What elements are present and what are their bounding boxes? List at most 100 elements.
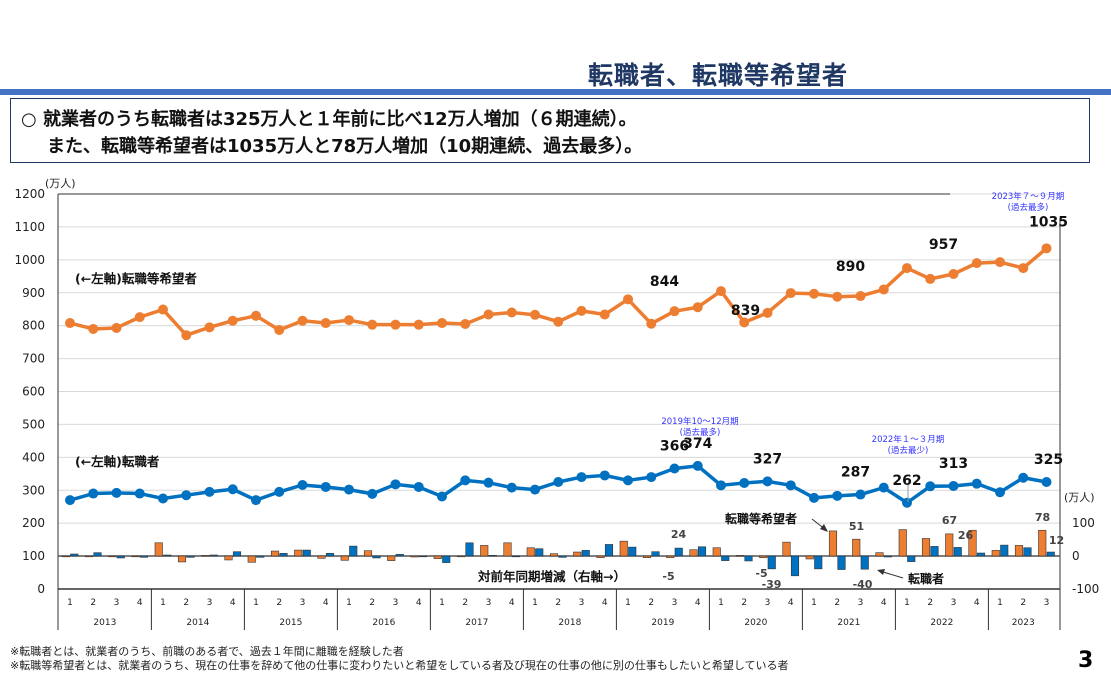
bar-changers-diff bbox=[93, 552, 102, 557]
bar-changers-diff bbox=[325, 553, 335, 557]
quarter-tick-label: 3 bbox=[393, 598, 399, 608]
changers-data-label: 327 bbox=[753, 451, 782, 467]
year-tick-label: 2017 bbox=[465, 618, 488, 628]
changers-point bbox=[809, 492, 819, 503]
quarter-tick-label: 1 bbox=[253, 598, 259, 608]
bar-desired-diff bbox=[387, 555, 396, 561]
bar-desired-diff bbox=[294, 549, 303, 557]
right-tick-label: 100 bbox=[1072, 516, 1095, 530]
bar-desired-diff bbox=[689, 549, 698, 557]
changers-point bbox=[1018, 472, 1029, 483]
desired-point bbox=[367, 319, 378, 330]
desired-point bbox=[716, 286, 726, 297]
quarter-tick-label: 2 bbox=[90, 598, 96, 608]
bar-changers-diff bbox=[976, 552, 986, 557]
bar-desired-diff bbox=[317, 555, 326, 559]
changers-point bbox=[437, 491, 447, 502]
bar-changers-diff bbox=[279, 553, 288, 557]
desired-point bbox=[297, 315, 308, 326]
desired-point bbox=[320, 318, 331, 329]
quarter-tick-label: 2 bbox=[183, 598, 189, 608]
changers-point bbox=[785, 480, 796, 491]
year-tick-label: 2014 bbox=[186, 618, 209, 628]
changers-point bbox=[88, 488, 99, 499]
title-underline bbox=[0, 89, 1111, 95]
desired-series-label: (←左軸)転職等希望者 bbox=[75, 271, 197, 286]
desired-point bbox=[437, 318, 447, 329]
bar-desired-diff bbox=[573, 551, 582, 557]
quarter-tick-label: 3 bbox=[300, 598, 306, 608]
desired-point bbox=[181, 330, 192, 341]
left-tick-label: 300 bbox=[22, 483, 45, 497]
bar-changers-diff bbox=[860, 555, 869, 570]
changers-point bbox=[297, 479, 308, 490]
changers-point bbox=[204, 486, 215, 497]
quarter-tick-label: 4 bbox=[695, 598, 701, 608]
changers-data-label: 262 bbox=[892, 473, 921, 489]
quarter-tick-label: 2 bbox=[462, 598, 468, 608]
quarter-tick-label: 3 bbox=[579, 598, 585, 608]
quarter-tick-label: 3 bbox=[765, 598, 771, 608]
desired-point bbox=[948, 268, 959, 279]
bar-changers-diff bbox=[488, 555, 497, 557]
quarter-tick-label: 3 bbox=[858, 598, 864, 608]
bar-changers-diff bbox=[837, 555, 846, 570]
annotation-text: 2019年10～12月期 bbox=[661, 416, 738, 427]
desired-point bbox=[530, 309, 540, 320]
left-tick-label: 700 bbox=[22, 352, 45, 366]
left-tick-label: 1000 bbox=[14, 253, 45, 267]
quarter-tick-label: 1 bbox=[718, 598, 724, 608]
bar-desired-diff bbox=[410, 555, 419, 558]
bar-changers-diff bbox=[790, 555, 800, 577]
bar-desired-diff bbox=[84, 555, 94, 558]
footnote-1: ※転職者とは、就業者のうち、前職のある者で、過去１年間に離職を経験した者 bbox=[10, 645, 404, 658]
changers-point bbox=[483, 477, 494, 488]
year-tick-label: 2013 bbox=[93, 618, 116, 628]
annotation-text: (過去最多) bbox=[1008, 202, 1049, 213]
bar-desired-diff bbox=[201, 555, 210, 557]
changers-point bbox=[1041, 477, 1052, 488]
bar-desired-diff bbox=[875, 552, 884, 557]
bar-desired-diff bbox=[526, 547, 535, 557]
desired-point bbox=[762, 307, 773, 318]
annotation-text: 2023年７～９月期 bbox=[992, 191, 1065, 202]
left-tick-label: 800 bbox=[22, 319, 45, 333]
quarter-tick-label: 1 bbox=[532, 598, 538, 608]
desired-diff-label: -5 bbox=[755, 567, 767, 580]
bar-desired-diff bbox=[363, 550, 373, 557]
desired-point bbox=[483, 309, 494, 320]
desired-data-label: 839 bbox=[731, 303, 760, 319]
changers-point bbox=[971, 478, 982, 489]
changers-diff-label: 12 bbox=[1049, 534, 1064, 547]
bar-changers-diff bbox=[511, 555, 521, 558]
changers-point bbox=[111, 487, 122, 498]
bar-changers-diff bbox=[116, 555, 125, 559]
changers-diff-label: 26 bbox=[958, 529, 974, 542]
desired-point bbox=[971, 258, 982, 269]
changers-point bbox=[855, 489, 866, 500]
quarter-tick-label: 2 bbox=[741, 598, 747, 608]
left-tick-label: 1100 bbox=[14, 220, 45, 234]
page-number: 3 bbox=[1078, 648, 1094, 673]
left-tick-label: 900 bbox=[22, 286, 45, 300]
quarter-tick-label: 3 bbox=[672, 598, 678, 608]
quarter-tick-label: 3 bbox=[951, 598, 957, 608]
changers-point bbox=[65, 495, 75, 506]
arrowhead-changers-icon bbox=[877, 569, 885, 575]
bar-changers-diff bbox=[1046, 551, 1055, 557]
quarter-tick-label: 1 bbox=[811, 598, 817, 608]
quarter-tick-label: 1 bbox=[904, 598, 910, 608]
bar-desired-diff bbox=[666, 555, 675, 558]
changers-diff-label: -39 bbox=[762, 578, 782, 591]
bar-changers-diff bbox=[814, 555, 823, 570]
desired-diff-label: 51 bbox=[849, 520, 864, 533]
bar-desired-diff bbox=[108, 555, 117, 558]
quarter-tick-label: 4 bbox=[137, 598, 143, 608]
bar-desired-diff bbox=[340, 555, 349, 561]
bar-desired-diff bbox=[712, 547, 721, 557]
bar-changers-diff bbox=[628, 546, 637, 557]
bar-desired-diff bbox=[782, 541, 791, 557]
desired-data-label: 957 bbox=[929, 237, 958, 253]
desired-point bbox=[785, 288, 796, 299]
desired-point bbox=[809, 288, 819, 299]
